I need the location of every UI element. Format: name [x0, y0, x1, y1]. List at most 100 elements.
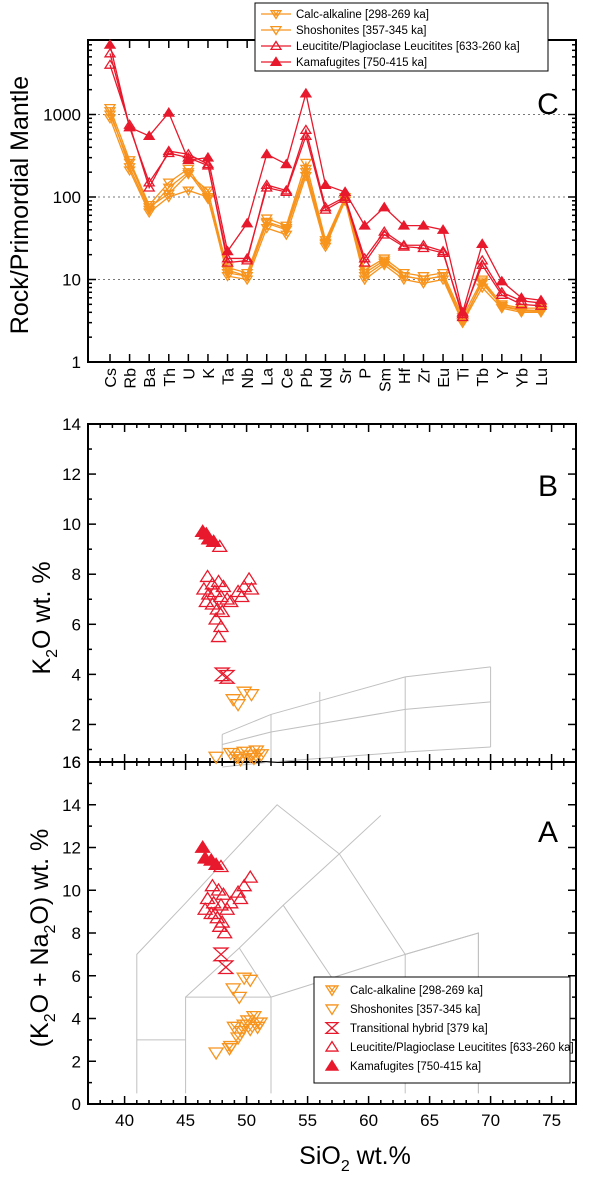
marker-shape	[221, 245, 234, 256]
marker-shape	[195, 581, 213, 595]
field-line	[222, 701, 491, 745]
field-line	[136, 804, 406, 1094]
marker-shape	[204, 576, 221, 590]
marker-cross	[167, 189, 172, 196]
marker-shape	[221, 1043, 238, 1056]
x-tick-label: Cs	[103, 368, 120, 388]
x-tick-label: Pb	[299, 368, 316, 388]
data-point	[182, 186, 195, 197]
field-line	[282, 904, 333, 979]
y-tick-label: 2	[72, 1052, 81, 1071]
marker-shape	[242, 974, 259, 988]
marker-shape	[182, 154, 195, 165]
marker-cross	[225, 1043, 232, 1052]
marker-shape	[216, 925, 233, 939]
data-point	[211, 919, 228, 932]
marker-shape	[232, 891, 249, 905]
y-tick-label: 16	[62, 753, 81, 772]
panel-b-classification-fields	[221, 666, 492, 768]
marker-cross	[204, 186, 210, 193]
marker-cross	[249, 753, 257, 762]
marker-shape	[201, 159, 215, 170]
legend-label: Calc-alkaline [298-269 ka]	[350, 985, 483, 997]
data-point	[319, 239, 332, 250]
marker-shape	[207, 1047, 225, 1061]
data-point	[338, 186, 352, 197]
marker-shape	[378, 201, 391, 212]
data-point	[476, 277, 489, 288]
marker-shape	[338, 193, 352, 203]
marker-cross	[255, 1017, 263, 1026]
y-tick-label: 0	[72, 1095, 81, 1114]
marker-shape	[299, 130, 313, 140]
panel-c-letter: C	[537, 88, 559, 121]
data-point	[245, 752, 263, 766]
marker-shape	[199, 891, 216, 905]
data-point	[162, 183, 175, 194]
panel-c: 1 10 100 1000 Cs Rb Ba Th U K Ta Nb La Ce Pb Nd Sr P Sm Hf…	[6, 2, 577, 392]
data-point	[417, 275, 430, 286]
x-tick-label: Th	[162, 368, 179, 387]
marker-shape	[221, 263, 234, 274]
legend-marker	[324, 985, 340, 997]
legend-marker	[269, 9, 283, 20]
panel-b-y-axis-label: K2O wt. %	[28, 561, 61, 674]
marker-shape	[103, 39, 117, 49]
panel-b-points	[194, 524, 270, 768]
data-point	[204, 878, 221, 892]
panel-a-y-ticks: 0 2 4 6 8 10 12 14 16	[62, 753, 576, 1114]
marker-shape	[123, 121, 136, 132]
marker-shape	[319, 239, 332, 250]
marker-shape	[210, 574, 227, 588]
marker-shape	[280, 158, 293, 169]
marker-cross	[232, 1021, 239, 1030]
data-point	[123, 163, 136, 173]
data-point	[224, 983, 242, 997]
data-point	[260, 214, 273, 225]
marker-shape	[269, 40, 283, 51]
marker-shape	[515, 298, 528, 309]
data-point	[240, 272, 254, 282]
x-tick-label: K	[201, 368, 218, 379]
y-tick-label: 8	[72, 565, 81, 584]
marker-shape	[476, 277, 489, 288]
marker-cross	[185, 186, 191, 193]
marker-shape	[397, 268, 411, 279]
field-line	[222, 666, 491, 735]
marker-shape	[239, 1015, 257, 1029]
marker-shape	[196, 901, 214, 915]
legend-label: Kamafugites [750-415 ka]	[350, 1061, 481, 1073]
marker-shape	[233, 589, 250, 603]
marker-shape	[319, 204, 332, 214]
marker-shape	[299, 168, 313, 178]
data-point	[397, 272, 411, 282]
legend-label: Transitional hybrid [379 ka]	[350, 1023, 488, 1035]
data-point	[103, 39, 117, 49]
marker-shape	[358, 272, 371, 282]
data-point	[235, 686, 253, 700]
data-point	[240, 217, 254, 228]
data-point	[201, 194, 215, 205]
marker-shape	[240, 254, 254, 265]
y-tick-label: 6	[72, 967, 81, 986]
marker-shape	[280, 184, 293, 195]
marker-cross	[236, 754, 243, 763]
marker-cross	[245, 750, 253, 759]
marker-shape	[212, 947, 230, 962]
marker-shape	[324, 1021, 340, 1035]
marker-shape	[245, 752, 263, 766]
field-line	[185, 996, 272, 1094]
data-point	[243, 581, 260, 595]
data-point	[142, 181, 156, 192]
marker-shape	[162, 107, 175, 117]
data-point	[280, 158, 293, 169]
data-point	[534, 307, 548, 318]
data-point	[299, 87, 313, 98]
y-tick-label: 2	[72, 715, 81, 734]
data-point	[240, 252, 254, 263]
marker-shape	[456, 318, 469, 329]
data-point	[142, 205, 156, 216]
marker-shape	[224, 983, 242, 997]
marker-cross	[272, 10, 278, 17]
data-point	[201, 192, 215, 203]
